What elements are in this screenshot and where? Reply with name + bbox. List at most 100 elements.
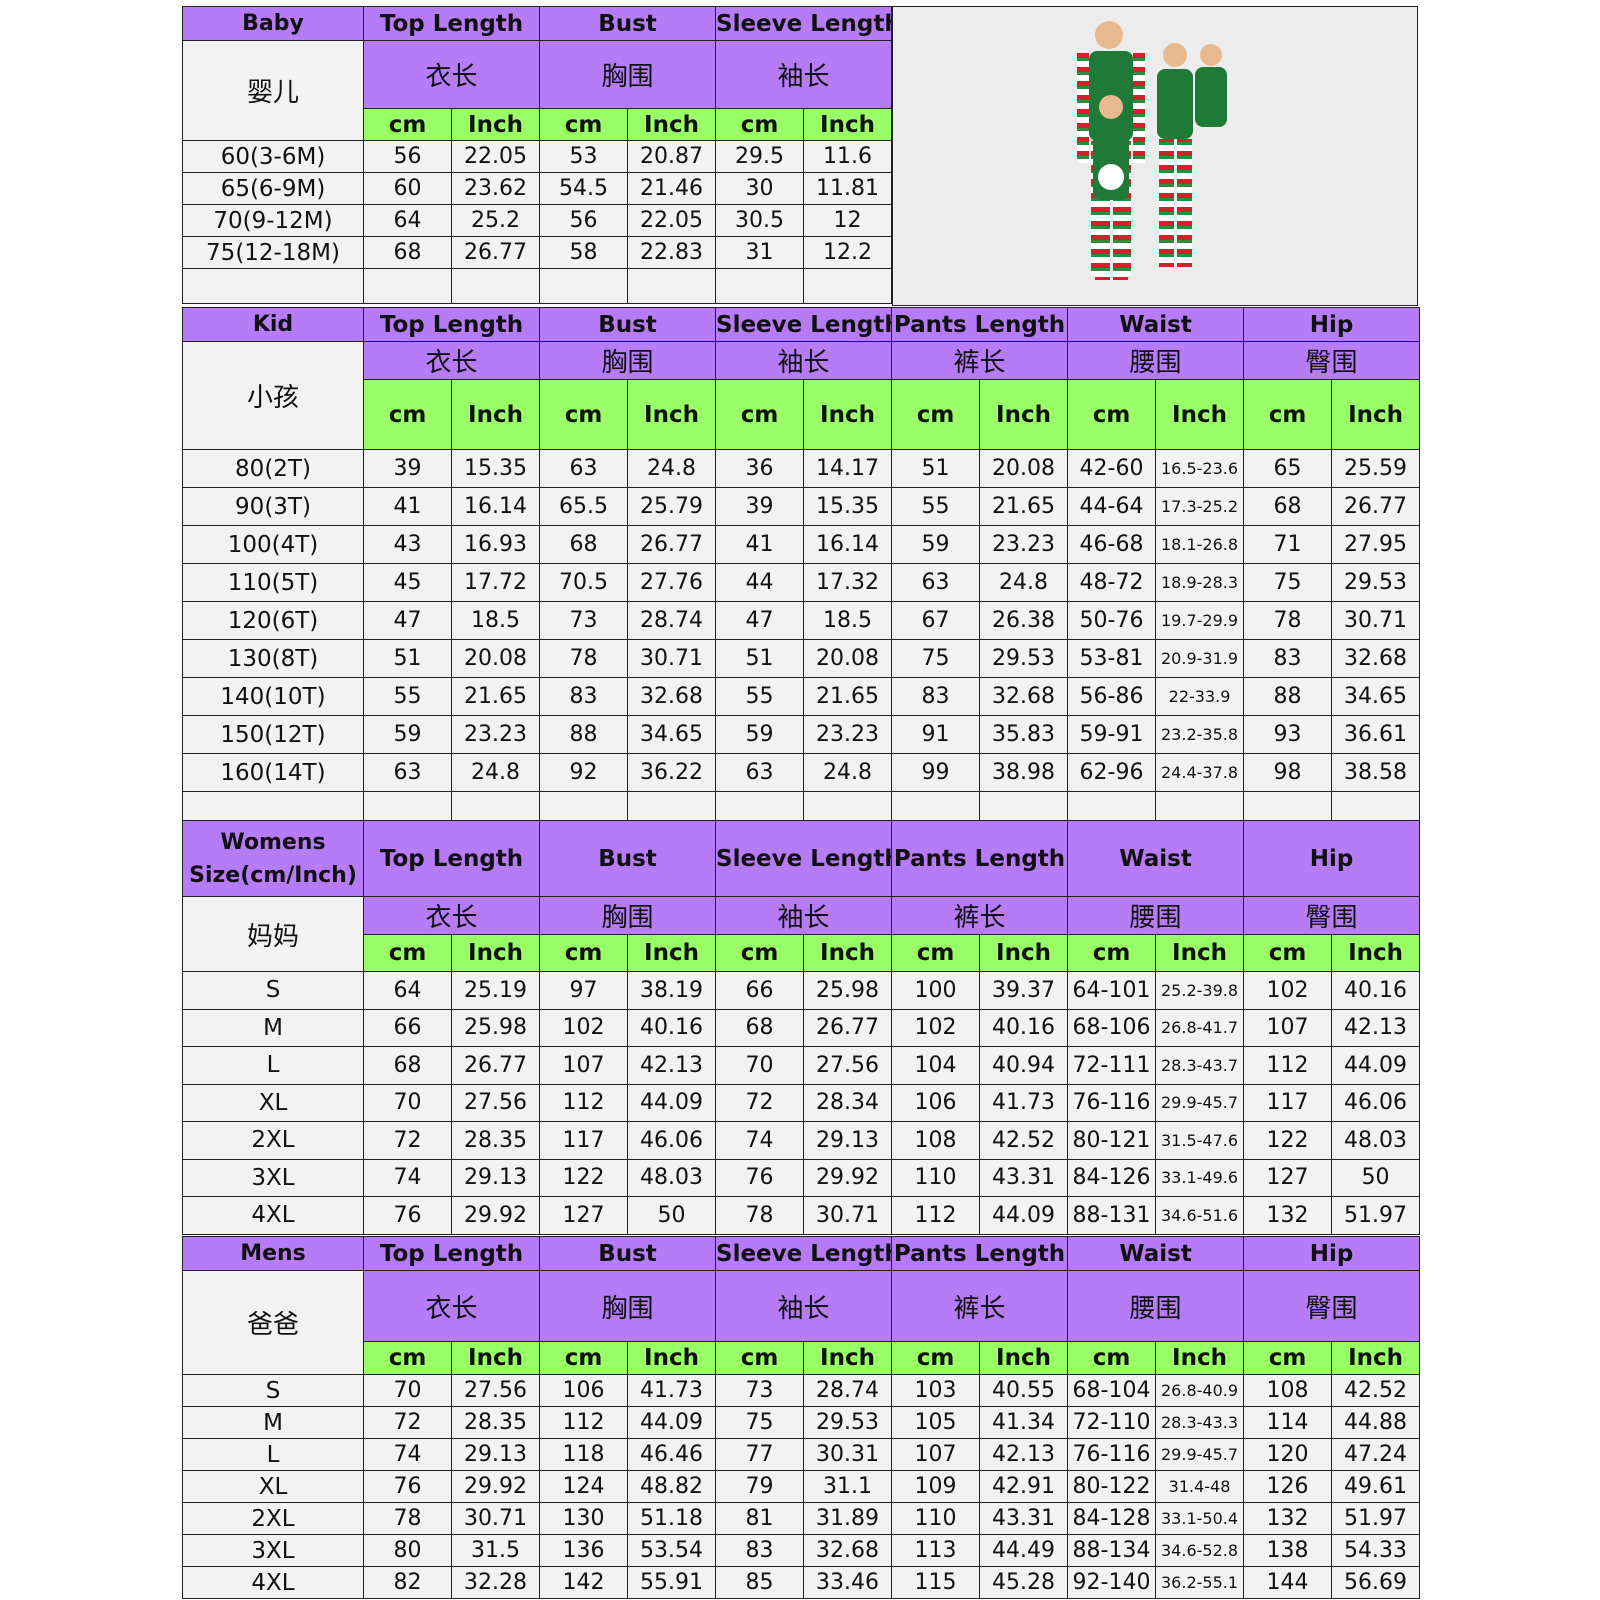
- measure-value: 46.06: [627, 1121, 716, 1160]
- measure-value: 107: [891, 1438, 980, 1471]
- measure-value: 34.6-52.8: [1155, 1534, 1245, 1567]
- measure-header: Waist: [1067, 1236, 1245, 1271]
- measure-value: 64: [363, 971, 452, 1010]
- measure-value: 16.14: [451, 487, 540, 526]
- measure-value: 45: [363, 563, 452, 602]
- measure-value: 65: [1243, 449, 1333, 488]
- measure-value: 12.2: [803, 236, 892, 269]
- unit-header: cm: [363, 934, 452, 972]
- unit-header: Inch: [627, 108, 716, 141]
- table-row: S 70 27.56 106 41.73 73 28.74 103 40.55 68-104 26.…: [182, 1374, 1421, 1407]
- measure-value: 30.71: [1331, 601, 1421, 640]
- measure-value: 47: [363, 601, 452, 640]
- measure-value: 106: [891, 1083, 980, 1122]
- measure-value: 107: [539, 1046, 628, 1085]
- measure-value: 84-128: [1067, 1502, 1157, 1535]
- table-row: 130(8T) 51 20.08 78 30.71 51 20.08 75 29.53 53-81…: [182, 639, 1421, 678]
- measure-value: 28.74: [803, 1374, 892, 1407]
- unit-header: cm: [1243, 379, 1333, 450]
- measure-value: 110: [891, 1158, 980, 1197]
- measure-header: Bust: [539, 6, 716, 41]
- measure-value: 68: [715, 1008, 804, 1047]
- measure-value: 51: [715, 639, 804, 678]
- measure-value: 53: [539, 140, 628, 173]
- measure-header: Sleeve Length: [715, 820, 892, 897]
- size-label: 130(8T): [182, 639, 364, 678]
- measure-value: 126: [1243, 1470, 1333, 1503]
- measure-value: 56: [363, 140, 452, 173]
- measure-header: Hip: [1243, 820, 1421, 897]
- size-label: 140(10T): [182, 677, 364, 716]
- measure-value: 40.94: [978, 1046, 1069, 1085]
- measure-value: 11.6: [803, 140, 892, 173]
- section-title-cn: 爸爸: [182, 1270, 364, 1375]
- measure-value: 44.88: [1331, 1406, 1421, 1439]
- measure-value: 80: [363, 1534, 452, 1567]
- measure-value: 48.03: [1331, 1121, 1421, 1160]
- measure-value: 21.65: [978, 487, 1069, 526]
- measure-header-cn: 臀围: [1243, 896, 1421, 935]
- measure-value: 40.16: [978, 1008, 1069, 1047]
- table-row: Mens Top Length Bust Sleeve Length Pants Len…: [182, 1236, 1421, 1271]
- measure-value: 67: [891, 601, 980, 640]
- measure-value: 77: [715, 1438, 804, 1471]
- unit-header: Inch: [803, 379, 892, 450]
- measure-value: 26.77: [627, 525, 716, 564]
- measure-value: 59: [363, 715, 452, 754]
- empty-cell: [363, 268, 452, 304]
- measure-value: 76: [715, 1158, 804, 1197]
- table-row: S 64 25.19 97 38.19 66 25.98 100 39.37 64-101 25.2…: [182, 971, 1421, 1010]
- table-row: cm Inch cm Inch cm Inch cm Inch cm Inch cm Inch: [183, 1341, 1421, 1375]
- measure-value: 88-131: [1067, 1196, 1157, 1235]
- measure-value: 46-68: [1067, 525, 1157, 564]
- measure-header-cn: 腰围: [1067, 896, 1245, 935]
- measure-header: Top Length: [363, 307, 540, 342]
- measure-value: 48.03: [627, 1158, 716, 1197]
- measure-value: 21.65: [803, 677, 892, 716]
- size-label: 4XL: [182, 1196, 364, 1235]
- section-title-cn: 妈妈: [182, 896, 364, 972]
- measure-value: 44.09: [627, 1406, 716, 1439]
- measure-value: 68-106: [1067, 1008, 1157, 1047]
- size-label: S: [182, 971, 364, 1010]
- unit-header: cm: [539, 108, 628, 141]
- measure-value: 40.16: [627, 1008, 716, 1047]
- table-row: 3XL 74 29.13 122 48.03 76 29.92 110 43.31 84-126 3…: [182, 1158, 1421, 1197]
- measure-value: 42-60: [1067, 449, 1157, 488]
- empty-cell: [715, 268, 804, 304]
- measure-header-cn: 臀围: [1243, 341, 1421, 380]
- measure-value: 30.31: [803, 1438, 892, 1471]
- empty-cell: [627, 268, 716, 304]
- measure-value: 28.3-43.7: [1155, 1046, 1245, 1085]
- measure-value: 16.5-23.6: [1155, 449, 1245, 488]
- measure-value: 49.61: [1331, 1470, 1421, 1503]
- measure-value: 25.98: [451, 1008, 540, 1047]
- measure-value: 31.5-47.6: [1155, 1121, 1245, 1160]
- measure-value: 18.9-28.3: [1155, 563, 1245, 602]
- table-row: 60(3-6M) 56 22.05 53 20.87 29.5 11.6: [182, 140, 892, 173]
- measure-value: 32.68: [803, 1534, 892, 1567]
- measure-header: Waist: [1067, 307, 1245, 342]
- measure-value: 33.1-50.4: [1155, 1502, 1245, 1535]
- size-label: XL: [182, 1470, 364, 1503]
- measure-value: 28.3-43.3: [1155, 1406, 1245, 1439]
- measure-value: 108: [891, 1121, 980, 1160]
- measure-header-cn: 袖长: [715, 341, 892, 380]
- table-row: Baby Top Length Bust Sleeve Length: [182, 6, 892, 41]
- measure-value: 20.87: [627, 140, 716, 173]
- measure-value: 70: [715, 1046, 804, 1085]
- measure-value: 42.91: [978, 1470, 1069, 1503]
- measure-value: 62-96: [1067, 753, 1157, 792]
- measure-header-cn: 袖长: [715, 40, 892, 109]
- measure-header-cn: 裤长: [890, 896, 1069, 935]
- measure-value: 107: [1243, 1008, 1333, 1047]
- measure-value: 51: [891, 449, 980, 488]
- measure-value: 30.71: [451, 1502, 540, 1535]
- measure-value: 102: [891, 1008, 980, 1047]
- measure-value: 34.65: [1331, 677, 1421, 716]
- measure-value: 91: [891, 715, 980, 754]
- measure-value: 70.5: [539, 563, 628, 602]
- measure-value: 50-76: [1067, 601, 1157, 640]
- measure-header-cn: 裤长: [890, 341, 1069, 380]
- measure-value: 32.68: [627, 677, 716, 716]
